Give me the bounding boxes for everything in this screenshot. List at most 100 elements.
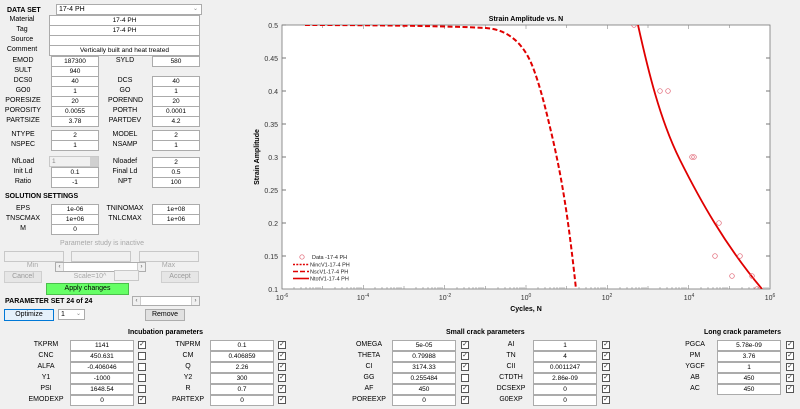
cm-field[interactable]: 0.406859 [210, 351, 274, 362]
porosity-label: POROSITY [4, 107, 42, 114]
y1-field[interactable]: -1000 [70, 373, 134, 384]
tnprm-checkbox[interactable]: ✓ [278, 341, 286, 349]
apply-changes-button[interactable]: Apply changes [46, 283, 129, 295]
ci-field[interactable]: 3174.33 [392, 362, 456, 373]
dcsexp-checkbox[interactable]: ✓ [602, 385, 610, 393]
g0exp-label: G0EXP [499, 396, 523, 403]
param-study-value-field[interactable] [71, 251, 131, 262]
theta-field[interactable]: 0.79988 [392, 351, 456, 362]
porth-label: PORTH [112, 107, 138, 114]
cii-checkbox[interactable]: ✓ [602, 363, 610, 371]
pm-field[interactable]: 3.76 [717, 351, 781, 362]
dataset-select[interactable]: 17-4 PH ⌄ [56, 4, 202, 15]
q-field[interactable]: 2.26 [210, 362, 274, 373]
parameter-set-slider[interactable]: ‹ › [132, 296, 200, 306]
ab-field[interactable]: 450 [717, 373, 781, 384]
alfa-field[interactable]: -0.406046 [70, 362, 134, 373]
gg-field[interactable]: 0.255484 [392, 373, 456, 384]
nfload-select[interactable]: 1 [49, 156, 99, 167]
pgca-checkbox[interactable]: ✓ [786, 341, 794, 349]
ai-field[interactable]: 1 [533, 340, 597, 351]
cii-field[interactable]: 0.0011247 [533, 362, 597, 373]
partexp-checkbox[interactable]: ✓ [278, 396, 286, 404]
tn-checkbox[interactable]: ✓ [602, 352, 610, 360]
emodexp-checkbox[interactable]: ✓ [138, 396, 146, 404]
pgca-field[interactable]: 5.78e-09 [717, 340, 781, 351]
ai-checkbox[interactable]: ✓ [602, 341, 610, 349]
theta-checkbox[interactable]: ✓ [461, 352, 469, 360]
cancel-button[interactable]: Cancel [4, 271, 42, 283]
param-study-max-field[interactable] [139, 251, 199, 262]
m-field[interactable]: 0 [51, 224, 99, 235]
param-study-status: Parameter study is inactive [60, 240, 145, 247]
ab-checkbox[interactable]: ✓ [786, 374, 794, 382]
cm-checkbox[interactable]: ✓ [278, 352, 286, 360]
ac-label: AC [690, 385, 700, 392]
scale-field[interactable] [114, 270, 139, 281]
af-checkbox[interactable]: ✓ [461, 385, 469, 393]
ac-field[interactable]: 450 [717, 384, 781, 395]
remove-button[interactable]: Remove [145, 309, 185, 321]
dataset-select-value: 17-4 PH [59, 6, 85, 13]
omega-checkbox[interactable]: ✓ [461, 341, 469, 349]
chevron-down-icon: ⌄ [192, 6, 199, 12]
ai-label: AI [507, 341, 515, 348]
cnc-field[interactable]: 450.631 [70, 351, 134, 362]
pm-checkbox[interactable]: ✓ [786, 352, 794, 360]
ctdth-checkbox[interactable]: ✓ [602, 374, 610, 382]
y2-field[interactable]: 300 [210, 373, 274, 384]
nspec-field[interactable]: 1 [51, 140, 99, 151]
alfa-checkbox[interactable] [138, 363, 146, 371]
ac-checkbox[interactable]: ✓ [786, 385, 794, 393]
slider-left-arrow-icon[interactable]: ‹ [56, 263, 64, 271]
partsize-field[interactable]: 3.78 [51, 116, 99, 127]
g0exp-field[interactable]: 0 [533, 395, 597, 406]
gg-checkbox[interactable] [461, 374, 469, 382]
npt-field[interactable]: 100 [152, 177, 200, 188]
slider-right-arrow-icon[interactable]: › [191, 297, 199, 305]
param-study-slider[interactable]: ‹ › [55, 262, 146, 272]
ctdth-field[interactable]: 2.86e-09 [533, 373, 597, 384]
poreexp-field[interactable]: 0 [392, 395, 456, 406]
g0exp-checkbox[interactable]: ✓ [602, 396, 610, 404]
r-checkbox[interactable]: ✓ [278, 385, 286, 393]
slider-left-arrow-icon[interactable]: ‹ [133, 297, 141, 305]
tnlcmax-field[interactable]: 1e+06 [152, 214, 200, 225]
nsamp-field[interactable]: 1 [152, 140, 200, 151]
param-study-min-field[interactable] [4, 251, 64, 262]
cnc-checkbox[interactable] [138, 352, 146, 360]
q-checkbox[interactable]: ✓ [278, 363, 286, 371]
omega-field[interactable]: 5e-05 [392, 340, 456, 351]
tkprm-checkbox[interactable]: ✓ [138, 341, 146, 349]
ratio-field[interactable]: -1 [51, 177, 99, 188]
ygcf-field[interactable]: 1 [717, 362, 781, 373]
small-crack-heading: Small crack parameters [446, 329, 525, 336]
syld-field[interactable]: 580 [152, 56, 200, 67]
ntype-label: NTYPE [11, 131, 35, 138]
dcsexp-field[interactable]: 0 [533, 384, 597, 395]
tnprm-field[interactable]: 0.1 [210, 340, 274, 351]
tkprm-field[interactable]: 1141 [70, 340, 134, 351]
accept-button[interactable]: Accept [161, 271, 199, 283]
psi-field[interactable]: 1648.54 [70, 384, 134, 395]
optimize-button[interactable]: Optimize [4, 309, 54, 321]
r-field[interactable]: 0.7 [210, 384, 274, 395]
psi-checkbox[interactable] [138, 385, 146, 393]
partdev-field[interactable]: 4.2 [152, 116, 200, 127]
y2-checkbox[interactable]: ✓ [278, 374, 286, 382]
ygcf-checkbox[interactable]: ✓ [786, 363, 794, 371]
y1-checkbox[interactable] [138, 374, 146, 382]
emodexp-field[interactable]: 0 [70, 395, 134, 406]
poreexp-checkbox[interactable]: ✓ [461, 396, 469, 404]
ci-checkbox[interactable]: ✓ [461, 363, 469, 371]
parameter-set-heading: PARAMETER SET 24 of 24 [5, 298, 93, 305]
slider-right-arrow-icon[interactable]: › [137, 263, 145, 271]
emodexp-label: EMODEXP [28, 396, 64, 403]
comment-field[interactable]: Vertically built and heat treated [49, 45, 200, 56]
y-axis-ticks: 0.5 0.45 0.4 0.35 0.3 0.25 0.2 0.15 0.1 [264, 23, 770, 294]
partexp-field[interactable]: 0 [210, 395, 274, 406]
af-field[interactable]: 450 [392, 384, 456, 395]
tn-field[interactable]: 4 [533, 351, 597, 362]
ci-label: CI [365, 363, 373, 370]
parameter-set-select[interactable]: 1 ⌄ [58, 309, 85, 320]
